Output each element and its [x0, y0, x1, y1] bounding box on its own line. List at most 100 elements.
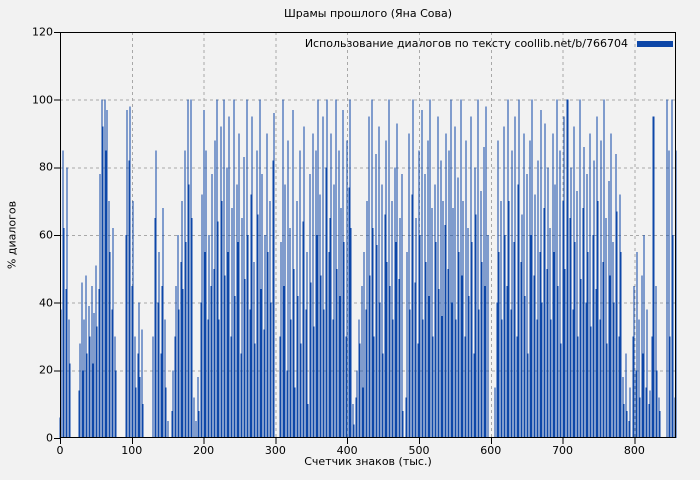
impulse-bar [666, 99, 668, 439]
impulse-bar [672, 235, 674, 438]
impulse-bar [171, 410, 173, 438]
impulse-bar [483, 147, 485, 438]
impulse-bar [197, 377, 199, 438]
impulse-bar [447, 268, 449, 438]
impulse-bar [643, 235, 645, 438]
impulse-bar [485, 106, 487, 438]
impulse-bar [266, 133, 268, 438]
x-tick-label: 400 [336, 444, 358, 457]
impulse-bar [193, 397, 195, 438]
impulse-bar [358, 319, 360, 438]
impulse-bar [264, 235, 266, 438]
impulse-bar [328, 251, 330, 438]
impulse-bar [378, 126, 380, 438]
impulse-bar [391, 201, 393, 438]
impulse-bar [612, 241, 614, 438]
impulse-bar [500, 201, 502, 438]
impulse-bar [477, 99, 479, 439]
impulse-bar [132, 201, 134, 438]
impulse-bar [487, 235, 489, 438]
impulse-bar [452, 207, 454, 438]
x-axis-label: Счетчик знаков (тыс.) [304, 455, 432, 468]
impulse-bar [356, 370, 358, 438]
impulse-bar [302, 221, 304, 438]
impulse-bar [608, 180, 610, 438]
impulse-bar [462, 201, 464, 438]
impulse-bar [506, 285, 508, 438]
y-axis-label: % диалогов [5, 200, 19, 270]
impulse-bar [556, 99, 558, 439]
impulse-bar [81, 282, 83, 438]
impulse-bar [431, 207, 433, 438]
impulse-bar [223, 99, 225, 439]
impulse-bar [540, 109, 542, 439]
impulse-bar [131, 285, 133, 438]
impulse-bar [135, 387, 137, 438]
impulse-bar [434, 184, 436, 438]
impulse-bar [669, 336, 671, 438]
impulse-bar [125, 235, 127, 438]
impulse-bar [83, 319, 85, 438]
impulse-bar [417, 343, 419, 438]
impulse-bar [603, 99, 605, 439]
impulse-bar [137, 353, 139, 438]
impulse-bar [457, 177, 459, 438]
impulse-bar [626, 410, 628, 438]
impulse-bar [129, 106, 131, 438]
impulse-bar [92, 363, 94, 438]
impulse-bar [303, 126, 305, 438]
impulse-bar [177, 235, 179, 438]
impulse-bar [326, 99, 328, 439]
impulse-bar [323, 309, 325, 438]
impulse-bar [480, 191, 482, 438]
impulse-bar [424, 174, 426, 438]
impulse-bar [267, 251, 269, 438]
impulse-bar [570, 167, 572, 439]
impulse-bar [451, 302, 453, 438]
impulse-bar [365, 309, 367, 438]
impulse-bar [541, 302, 543, 438]
impulse-bar [164, 319, 166, 438]
impulse-bar [576, 191, 578, 438]
impulse-bar [544, 123, 546, 438]
impulse-bar [606, 343, 608, 438]
impulse-bar [86, 353, 88, 438]
impulse-bar [550, 319, 552, 438]
impulse-bar [305, 309, 307, 438]
impulse-bar [226, 167, 228, 439]
impulse-bar [322, 116, 324, 438]
impulse-bar [345, 336, 347, 438]
impulse-bar [648, 404, 650, 438]
impulse-bar [254, 343, 256, 438]
impulse-bar [521, 214, 523, 438]
impulse-bar [361, 285, 363, 438]
impulse-bar [593, 160, 595, 439]
impulse-bar [300, 343, 302, 438]
impulse-bar [187, 99, 189, 439]
impulse-bar [655, 285, 657, 438]
impulse-bar [372, 228, 374, 438]
impulse-bar [579, 99, 581, 439]
impulse-bar [435, 241, 437, 438]
impulse-bar [441, 316, 443, 438]
impulse-bar [549, 228, 551, 438]
impulse-bar [605, 218, 607, 438]
impulse-bar [213, 268, 215, 438]
impulse-bar [444, 224, 446, 438]
impulse-bar [142, 404, 144, 438]
impulse-bar [343, 241, 345, 438]
impulse-bar [260, 289, 262, 438]
impulse-bar [474, 167, 476, 439]
impulse-bar [559, 150, 561, 438]
x-tick-label: 200 [193, 444, 215, 457]
impulse-bar [200, 302, 202, 438]
impulse-bar [182, 289, 184, 438]
impulse-bar [99, 174, 101, 438]
impulse-bar [531, 99, 533, 439]
impulse-bar [316, 235, 318, 438]
impulse-bar [427, 140, 429, 438]
impulse-bar [161, 285, 163, 438]
impulse-bar [329, 218, 331, 438]
impulse-bar [450, 99, 452, 439]
impulse-bar [89, 336, 91, 438]
